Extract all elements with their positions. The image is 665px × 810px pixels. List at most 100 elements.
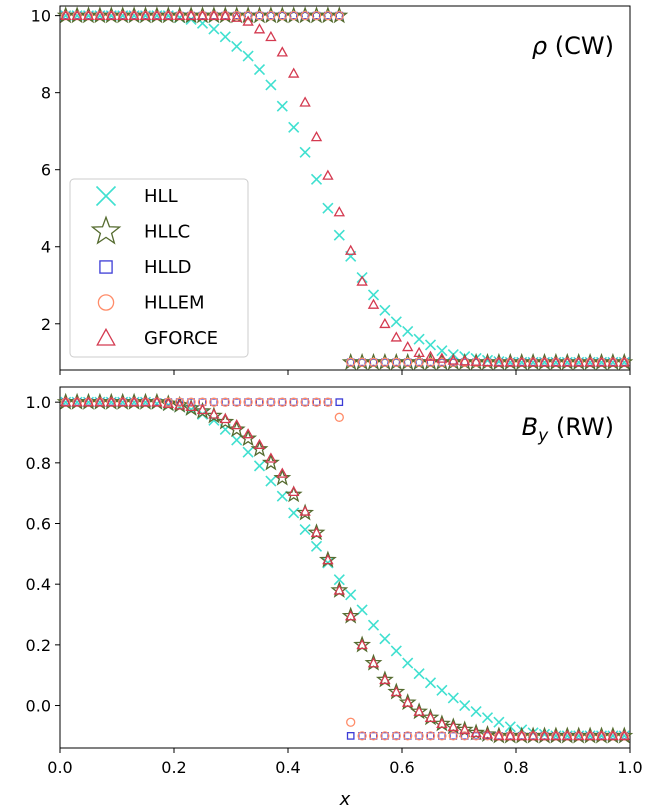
data-point: [550, 729, 562, 741]
data-point: [175, 398, 184, 407]
data-point: [392, 358, 401, 367]
data-point: [265, 452, 277, 463]
data-point: [242, 15, 254, 26]
data-point: [231, 434, 243, 446]
data-point: [187, 398, 195, 407]
data-point: [232, 397, 242, 407]
data-point: [358, 732, 366, 740]
data-point: [151, 396, 163, 407]
data-point: [436, 717, 448, 729]
data-point: [572, 729, 585, 741]
series-hll: [60, 396, 630, 742]
data-point: [356, 275, 368, 286]
data-point: [323, 397, 333, 407]
data-point: [572, 356, 585, 367]
data-point: [436, 684, 448, 696]
data-point: [538, 729, 551, 741]
data-point: [239, 429, 258, 447]
top-panel: 2 4 6 8 10 ρ (CW) HLL HLLC HLLD HLLEM GFORCE: [31, 5, 634, 375]
y-tick-label: 0.8: [26, 454, 51, 473]
legend-marker: [96, 327, 116, 346]
data-point: [220, 397, 230, 407]
data-point: [402, 657, 414, 669]
y-tick-label: 0.0: [26, 697, 51, 716]
data-point: [299, 505, 311, 516]
data-point: [447, 720, 460, 732]
data-point: [415, 358, 423, 367]
annotation-subscript: y: [537, 426, 549, 446]
y-tick-label: 0.4: [26, 575, 51, 594]
data-point: [369, 732, 378, 740]
data-point: [310, 526, 323, 537]
data-point: [561, 356, 574, 367]
data-point: [424, 339, 437, 351]
data-point: [175, 397, 185, 407]
data-point: [324, 398, 332, 407]
data-point: [402, 325, 414, 338]
data-point: [424, 677, 437, 689]
data-point: [266, 397, 276, 407]
data-point: [242, 428, 254, 439]
data-point: [232, 398, 241, 407]
data-point: [219, 31, 231, 43]
data-point: [277, 397, 287, 407]
data-point: [311, 397, 322, 407]
annotation-symbol: ρ: [532, 32, 547, 60]
data-point: [391, 357, 401, 367]
data-point: [243, 10, 253, 21]
data-point: [369, 358, 378, 367]
data-point: [208, 23, 220, 35]
legend-box: [69, 178, 249, 358]
y-tick-label: 2: [41, 315, 51, 334]
data-point: [346, 717, 356, 727]
data-point: [312, 398, 321, 407]
data-point: [414, 731, 424, 741]
data-point: [162, 397, 175, 409]
data-point: [493, 729, 505, 741]
legend-entry-hllc: HLLC: [144, 222, 190, 243]
data-point: [242, 446, 254, 458]
data-point: [265, 475, 277, 487]
data-point: [527, 356, 539, 367]
legend-entry-hlld: HLLD: [144, 257, 191, 278]
data-point: [216, 412, 235, 430]
data-point: [413, 346, 425, 357]
data-point: [173, 9, 186, 20]
series-hlld: [61, 398, 629, 740]
data-point: [322, 202, 334, 214]
data-point: [208, 408, 220, 419]
data-point: [254, 10, 265, 21]
data-point: [301, 398, 309, 407]
data-point: [312, 11, 321, 20]
data-point: [208, 9, 220, 20]
data-point: [287, 67, 300, 78]
bottom-panel: 0.0 0.2 0.4 0.6 0.8 1.0 0.0 0.2 0.4 0.6 0.8 1.0 x By …: [26, 386, 643, 810]
data-point: [584, 356, 596, 367]
data-point: [105, 396, 118, 407]
data-point: [470, 706, 482, 718]
legend-marker: [99, 260, 113, 274]
data-point: [381, 732, 389, 740]
data-point: [289, 10, 299, 21]
data-point: [273, 468, 292, 486]
data-point: [296, 503, 315, 521]
data-point: [299, 524, 311, 536]
data-point: [390, 645, 402, 657]
data-point: [210, 398, 218, 407]
data-point: [276, 46, 289, 57]
data-point: [550, 356, 562, 367]
data-point: [471, 357, 481, 367]
x-tick-label: 0.6: [389, 758, 414, 777]
data-point: [82, 396, 95, 407]
data-point: [59, 9, 72, 20]
data-point: [379, 304, 391, 316]
data-point: [538, 356, 551, 367]
data-point: [82, 9, 95, 20]
data-point: [344, 244, 357, 255]
data-point: [278, 11, 287, 20]
axes-frame: [59, 386, 631, 749]
data-point: [209, 397, 219, 407]
x-axis-label: x: [339, 789, 351, 810]
data-point: [254, 397, 265, 407]
